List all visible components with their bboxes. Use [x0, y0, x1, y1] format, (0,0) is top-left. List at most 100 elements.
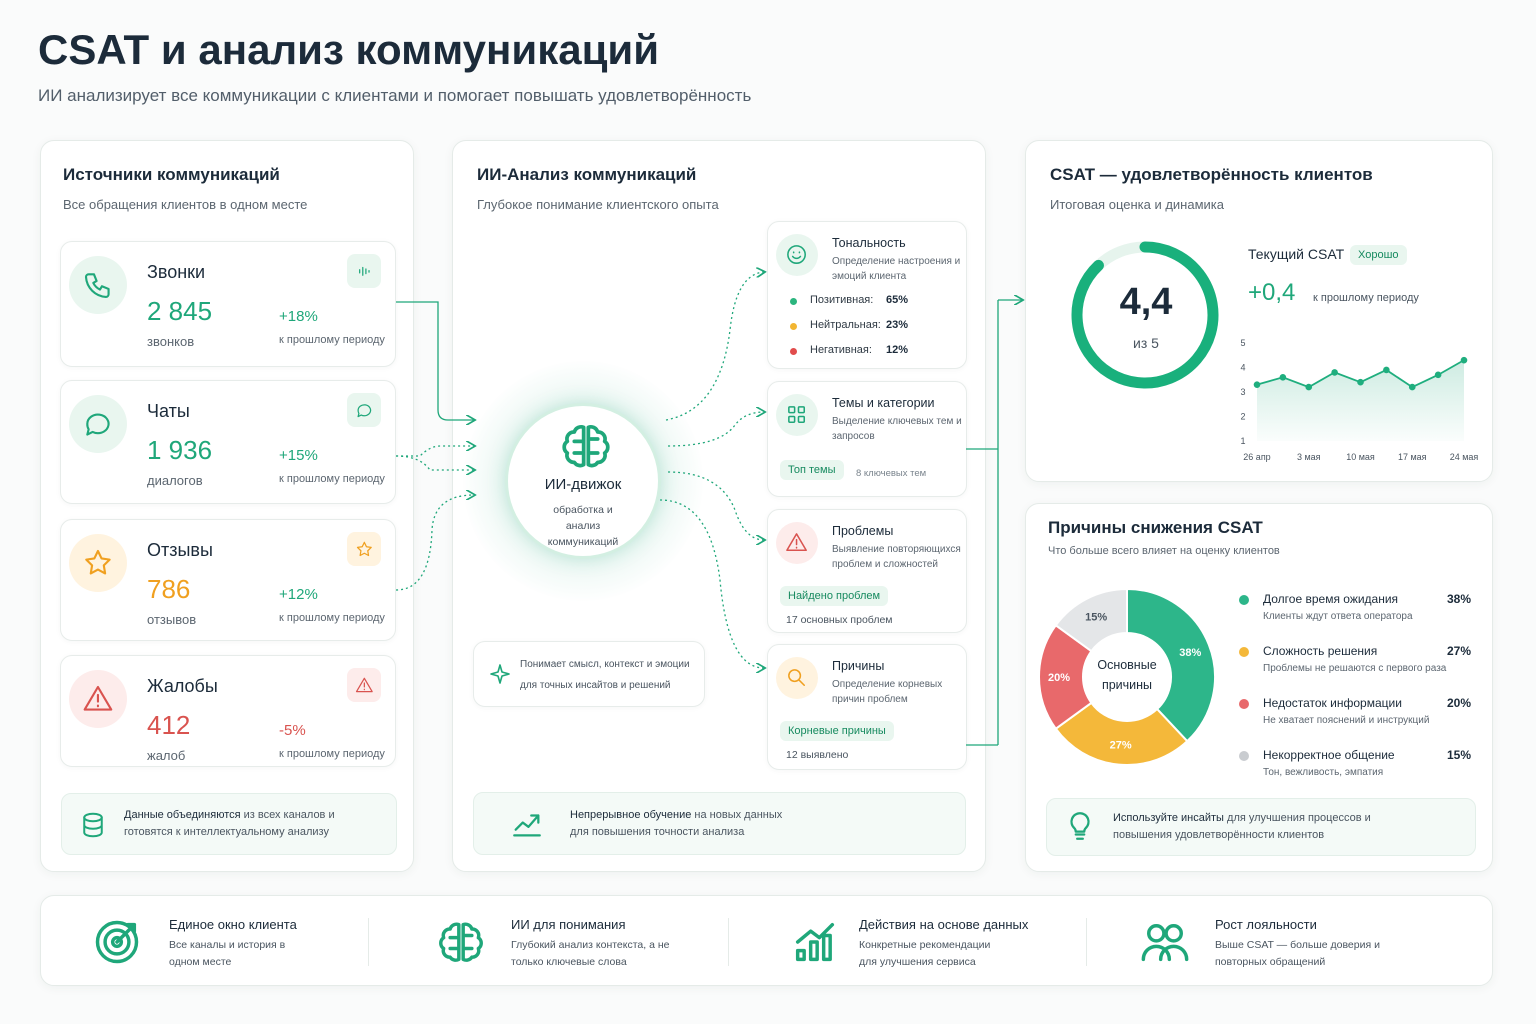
footer-rest: из всех каналов и готовятся к интеллекту… — [124, 809, 335, 838]
icon — [83, 812, 103, 838]
engine-title: ИИ-движок — [544, 476, 622, 493]
reasons-footer: Используйте инсайты для улучшения процес… — [1046, 798, 1476, 856]
analysis-card: Темы и категории Выделение ключевых тем и… — [767, 381, 967, 497]
source-name: Чаты — [147, 401, 190, 421]
icon-part — [86, 413, 110, 436]
icon — [355, 677, 373, 692]
gauge-value: 4,4 — [1119, 281, 1173, 323]
source-value: 1 936 — [147, 435, 213, 465]
icon-part — [110, 935, 124, 949]
icon-bg — [347, 668, 381, 702]
legend-dot — [1239, 699, 1249, 709]
icon-part — [115, 922, 137, 944]
icon-part — [1147, 924, 1166, 943]
icon — [562, 425, 610, 468]
legend-desc: Проблемы не решаются с первого раза — [1263, 663, 1447, 674]
source-unit: диалогов — [147, 473, 203, 488]
icon-bg — [776, 394, 818, 436]
icon-part — [798, 406, 806, 414]
analysis-card-title: Темы и категории — [832, 396, 935, 410]
sentiment-label: Негативная: — [810, 344, 872, 356]
page-title: CSAT и анализ коммуникаций — [38, 26, 660, 73]
panel-title: Причины снижения CSAT — [1048, 518, 1263, 537]
icon — [83, 685, 113, 711]
analysis-card-text: Выявление повторяющихся проблем и сложно… — [832, 544, 961, 570]
footer-text: Используйте инсайты для улучшения процес… — [1113, 810, 1383, 844]
sentiment-value: 23% — [886, 319, 909, 331]
icon-part — [562, 425, 610, 468]
icon — [1141, 924, 1189, 962]
sentiment-dot — [790, 298, 797, 305]
source-value: 412 — [147, 710, 191, 740]
sentiment-label: Нейтральная: — [810, 319, 881, 331]
feature-title: Действия на основе данных — [859, 917, 1029, 932]
footer-strong: Непрерывное обучение — [570, 809, 692, 821]
icon-part — [572, 437, 600, 455]
icon-part — [95, 920, 139, 964]
legend-dot — [1239, 647, 1249, 657]
icon-part — [439, 922, 483, 962]
icon — [490, 664, 510, 684]
source-card: Отзывы 786 отзывов +12% к прошлому периоду — [60, 519, 396, 641]
analysis-card-text: Выделение ключевых тем и запросов — [832, 416, 962, 442]
icon-part — [358, 266, 370, 276]
legend-name: Сложность решения — [1263, 644, 1378, 658]
feature-text: Глубокий анализ контекста, а не только к… — [511, 939, 670, 968]
icon-part — [356, 541, 372, 556]
page-subtitle: ИИ анализирует все коммуникации с клиент… — [38, 86, 752, 105]
panel-title: CSAT — удовлетворённость клиентов — [1050, 165, 1373, 184]
icon — [356, 541, 372, 556]
icon-bg — [69, 670, 127, 728]
sentiment-dot — [790, 348, 797, 355]
analysis-card-title: Тональность — [832, 236, 906, 250]
icon — [85, 549, 111, 575]
tag-note: 17 основных проблем — [786, 614, 893, 626]
feature-text: Конкретные рекомендации для улучшения се… — [859, 939, 991, 968]
source-change: -5% — [279, 722, 306, 739]
icon — [84, 273, 110, 299]
icon-part — [513, 814, 541, 837]
feature-title: Единое окно клиента — [169, 917, 297, 932]
feature-title: Рост лояльности — [1215, 917, 1317, 932]
icon-bg — [776, 234, 818, 276]
legend-dot — [1239, 595, 1249, 605]
icon-part — [788, 669, 802, 683]
legend-desc: Не хватает пояснений и инструкций — [1263, 715, 1430, 726]
source-name: Звонки — [147, 262, 206, 282]
panel-subtitle: Итоговая оценка и динамика — [1050, 197, 1224, 212]
icon-bg — [347, 532, 381, 566]
icon — [795, 922, 835, 962]
csat-panel: CSAT — удовлетворённость клиентов Итогова… — [1025, 140, 1493, 482]
icon — [439, 922, 483, 962]
icon — [787, 245, 807, 265]
source-card: Чаты 1 936 диалогов +15% к прошлому периоду — [60, 380, 396, 504]
current-label: Текущий CSAT — [1248, 246, 1345, 262]
feature-text: Выше CSAT — больше доверия и повторных о… — [1215, 939, 1380, 968]
icon — [357, 403, 371, 417]
analysis-card: Причины Определение корневых причин пробл… — [767, 644, 967, 770]
legend-name: Недостаток информации — [1263, 696, 1402, 710]
icon-part — [83, 685, 113, 711]
sentiment-value: 65% — [886, 294, 909, 306]
icon-part — [798, 416, 806, 424]
icon-part — [103, 928, 131, 956]
analysis-footer: Непрерывное обучение на новых данных для… — [473, 792, 966, 855]
icon-part — [786, 533, 808, 552]
footer-strong: Используйте инсайты — [1113, 812, 1224, 824]
icon — [358, 266, 370, 276]
icon — [786, 533, 808, 552]
source-unit: отзывов — [147, 612, 197, 627]
analysis-card-title: Проблемы — [832, 524, 894, 538]
icon-part — [490, 664, 510, 684]
footer-rest: для улучшения процессов и повышения удов… — [1113, 812, 1371, 841]
source-change-note: к прошлому периоду — [279, 612, 385, 624]
icon-bg — [347, 393, 381, 427]
gauge-max: из 5 — [1133, 335, 1159, 351]
icon-part — [788, 416, 796, 424]
icon-part — [792, 251, 802, 260]
icon-part — [1070, 812, 1090, 840]
feature-title: ИИ для понимания — [511, 917, 626, 932]
panel-subtitle: Все обращения клиентов в одном месте — [63, 197, 308, 212]
icon — [95, 920, 139, 964]
